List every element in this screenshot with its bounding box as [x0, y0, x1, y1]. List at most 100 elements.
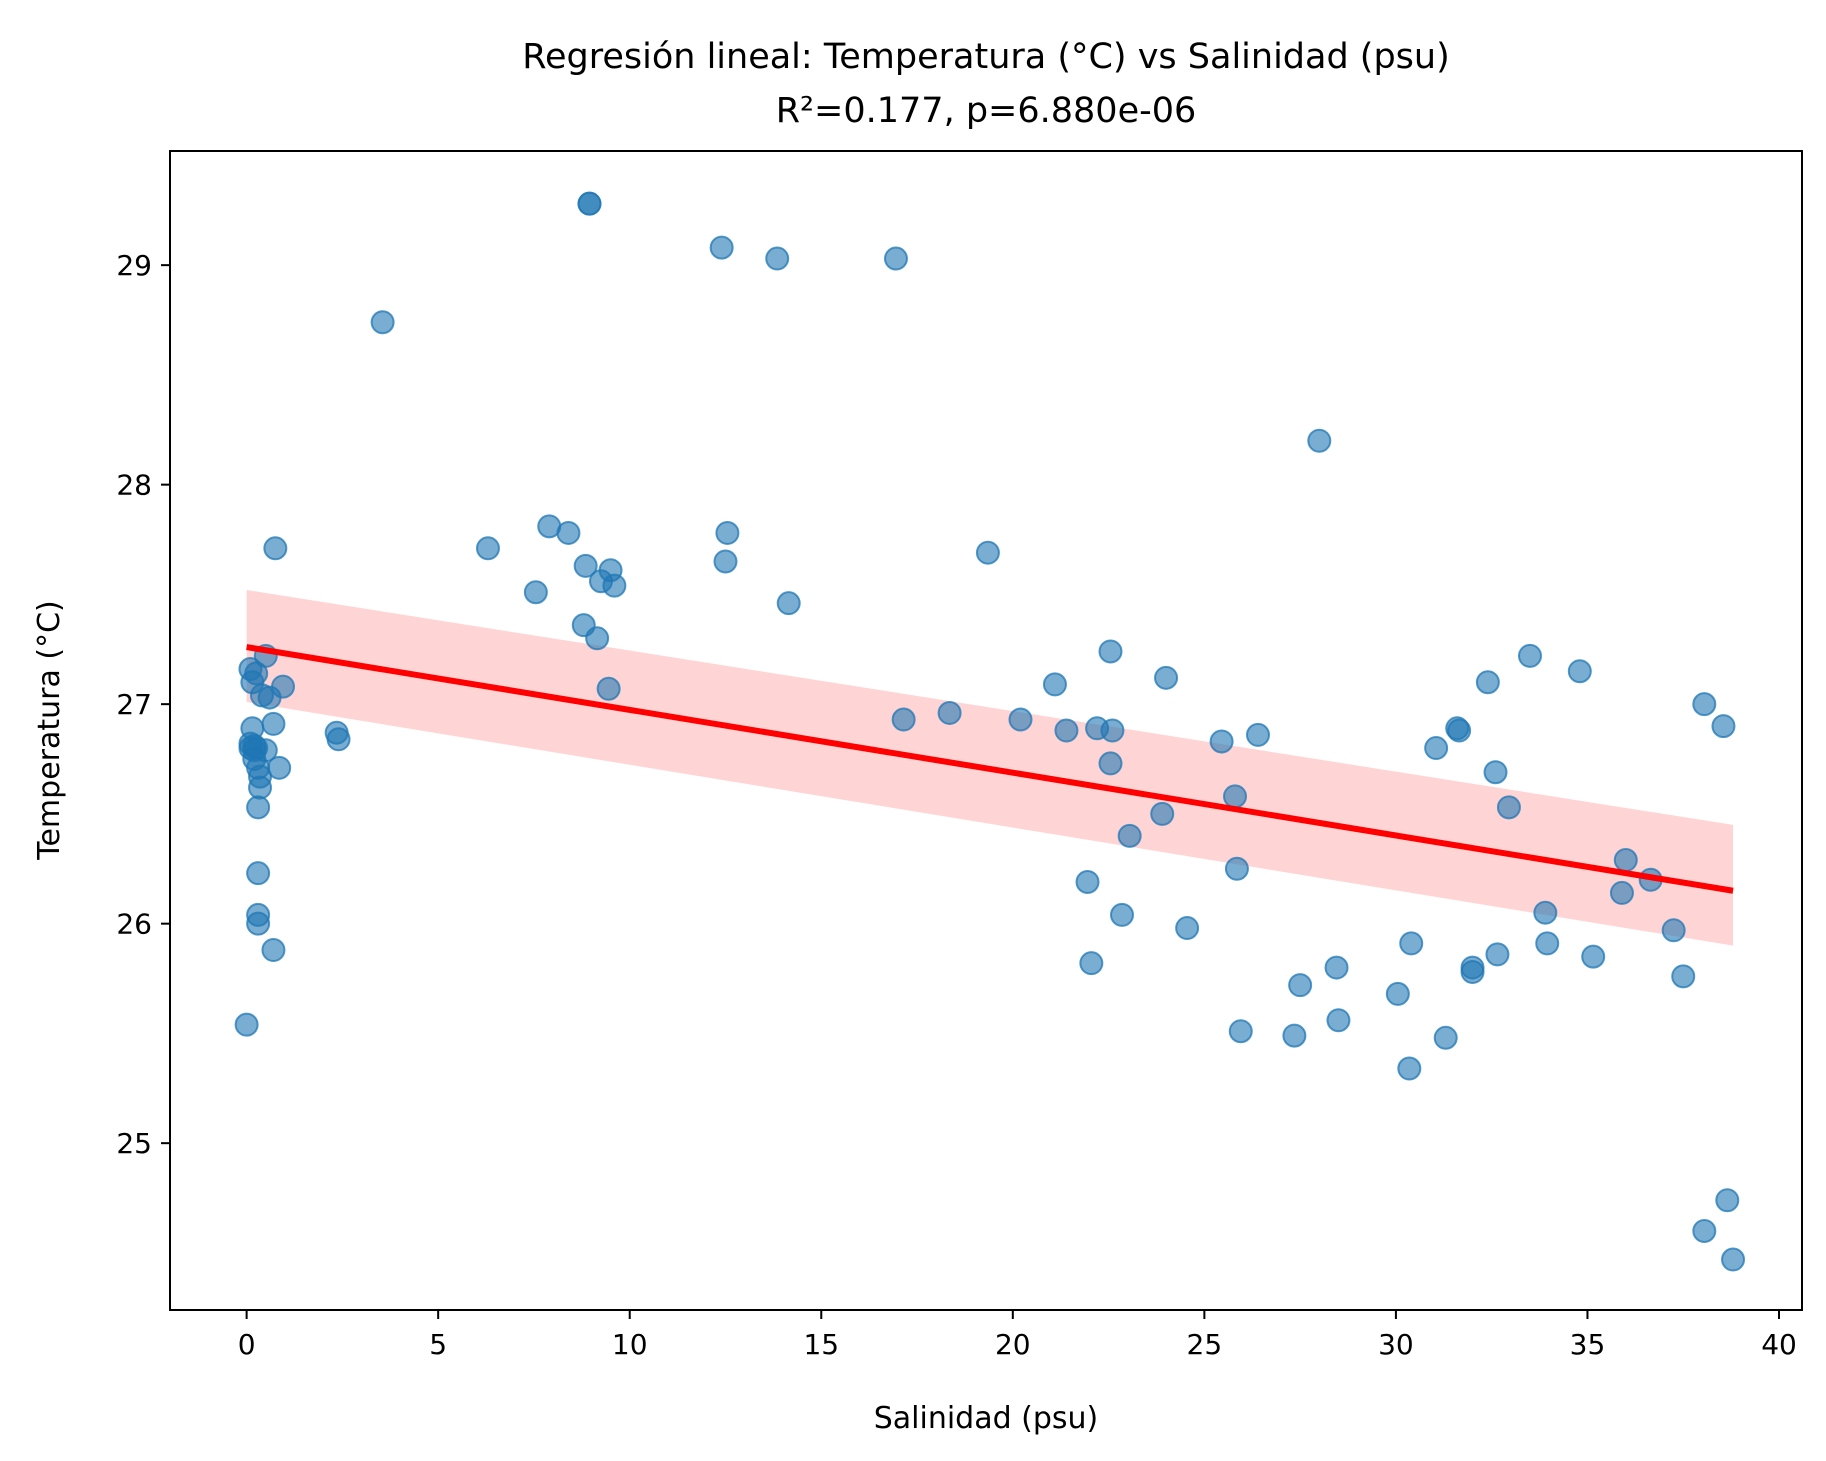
data-point [1054, 718, 1079, 743]
data-point [267, 755, 292, 780]
chart-subtitle: R²=0.177, p=6.880e-06 [776, 91, 1197, 131]
x-tick-label: 25 [1187, 1328, 1223, 1361]
data-point [765, 246, 790, 271]
data-point [1424, 736, 1449, 761]
data-point [246, 911, 271, 936]
x-tick-label: 20 [995, 1328, 1031, 1361]
data-point [709, 235, 734, 260]
y-axis-ticks: 25 26 27 28 29 [116, 249, 170, 1160]
x-axis-ticks: 0 5 10 15 20 25 30 35 40 [238, 1310, 1797, 1361]
data-point [596, 676, 621, 701]
data-point [1535, 931, 1560, 956]
data-point [475, 536, 500, 561]
data-point [1307, 428, 1332, 453]
data-point [776, 591, 801, 616]
data-point [1475, 670, 1500, 695]
data-point [577, 191, 602, 216]
scatter-points-layer [234, 191, 1746, 1272]
data-point [975, 540, 1000, 565]
data-point [1692, 1218, 1717, 1243]
data-point [370, 310, 395, 335]
data-point [234, 1012, 259, 1037]
data-point [271, 674, 296, 699]
y-tick-label: 29 [116, 249, 152, 282]
regression-line [246, 644, 1734, 894]
y-tick-label: 27 [116, 688, 152, 721]
data-point [1098, 751, 1123, 776]
data-point [1397, 1056, 1422, 1081]
x-tick-label: 35 [1570, 1328, 1606, 1361]
data-point [1246, 722, 1270, 747]
data-point [1282, 1023, 1307, 1048]
data-point [1613, 848, 1638, 873]
data-point [585, 626, 610, 651]
data-point [261, 938, 286, 963]
data-point [1533, 900, 1558, 925]
data-point [1175, 916, 1200, 941]
data-point [1483, 760, 1508, 785]
data-point [602, 573, 627, 598]
data-point [1224, 856, 1249, 881]
data-point [1433, 1025, 1458, 1050]
data-point [1223, 784, 1248, 809]
data-point [1100, 718, 1125, 743]
x-tick-label: 0 [238, 1328, 256, 1361]
data-point [937, 700, 962, 725]
data-point [1228, 1019, 1253, 1044]
data-point [253, 738, 278, 763]
data-point [1692, 692, 1717, 717]
x-tick-label: 40 [1761, 1328, 1797, 1361]
data-point [1485, 942, 1510, 967]
y-tick-label: 26 [116, 908, 152, 941]
data-point [1154, 665, 1179, 690]
data-point [263, 536, 288, 561]
data-point [573, 553, 598, 578]
x-tick-label: 5 [429, 1328, 447, 1361]
data-point [1110, 902, 1134, 927]
data-point [1711, 714, 1736, 739]
data-point [1098, 639, 1123, 664]
data-point [1008, 707, 1033, 732]
data-point [715, 520, 740, 545]
data-point [883, 246, 908, 271]
data-point [246, 861, 271, 886]
x-tick-label: 15 [803, 1328, 839, 1361]
data-point [1609, 880, 1634, 905]
x-tick-label: 30 [1378, 1328, 1414, 1361]
regression-line-layer [246, 644, 1734, 894]
data-point [1042, 672, 1067, 697]
data-point [1661, 918, 1686, 943]
data-point [1324, 955, 1349, 980]
data-point [1288, 973, 1313, 998]
y-axis-label: Temperatura (°C) [32, 600, 67, 861]
data-point [1567, 659, 1592, 684]
x-axis-label: Salinidad (psu) [874, 1401, 1099, 1436]
data-point [1671, 964, 1696, 989]
data-point [1721, 1247, 1746, 1272]
data-point [246, 795, 271, 820]
data-point [1150, 801, 1175, 826]
data-point [1079, 951, 1104, 976]
y-tick-label: 25 [116, 1127, 152, 1160]
plot-area-frame [169, 150, 1803, 1311]
data-point [1385, 981, 1410, 1006]
data-point [1496, 795, 1521, 820]
data-point [713, 549, 738, 574]
data-point [1715, 1188, 1740, 1213]
data-point [261, 711, 286, 736]
data-point [1581, 944, 1606, 969]
y-tick-label: 28 [116, 469, 152, 502]
x-tick-label: 10 [612, 1328, 648, 1361]
data-point [1399, 931, 1424, 956]
data-point [1445, 716, 1470, 741]
data-point [523, 580, 548, 605]
data-point [1460, 959, 1485, 984]
data-point [1209, 729, 1234, 754]
data-point [1518, 643, 1542, 668]
data-point [1326, 1008, 1351, 1033]
data-point [1075, 869, 1100, 894]
data-point [326, 727, 351, 752]
data-point [556, 520, 581, 545]
data-point [891, 707, 916, 732]
